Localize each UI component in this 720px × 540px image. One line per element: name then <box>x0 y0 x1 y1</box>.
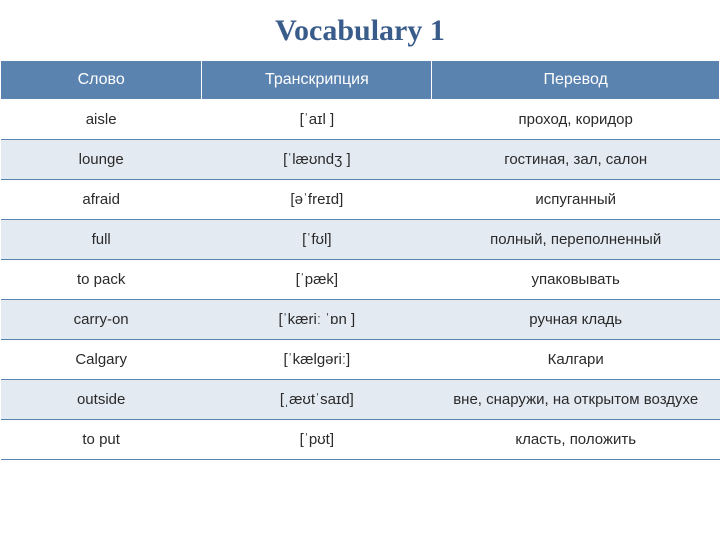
cell-translation: класть, положить <box>432 420 720 460</box>
col-header-transcription: Транскрипция <box>202 61 432 100</box>
cell-word: to pack <box>1 260 202 300</box>
col-header-word: Слово <box>1 61 202 100</box>
cell-translation: Калгари <box>432 340 720 380</box>
cell-transcription: [ˈaɪl ] <box>202 100 432 140</box>
page-title: Vocabulary 1 <box>0 0 720 60</box>
table-row: outside [ˌæʊtˈsaɪd] вне, снаружи, на отк… <box>1 380 720 420</box>
table-row: full [ˈfʊl] полный, переполненный <box>1 220 720 260</box>
cell-word: afraid <box>1 180 202 220</box>
cell-word: carry-on <box>1 300 202 340</box>
vocabulary-table: Слово Транскрипция Перевод aisle [ˈaɪl ]… <box>0 60 720 460</box>
cell-translation: вне, снаружи, на открытом воздухе <box>432 380 720 420</box>
cell-transcription: [ˈlæʊndʒ ] <box>202 140 432 180</box>
table-row: carry-on [ˈkæriː ˈɒn ] ручная кладь <box>1 300 720 340</box>
cell-word: outside <box>1 380 202 420</box>
table-row: Calgary [ˈkælɡəriː] Калгари <box>1 340 720 380</box>
cell-translation: ручная кладь <box>432 300 720 340</box>
cell-transcription: [əˈfreɪd] <box>202 180 432 220</box>
col-header-translation: Перевод <box>432 61 720 100</box>
cell-transcription: [ˌæʊtˈsaɪd] <box>202 380 432 420</box>
table-row: to put [ˈpʊt] класть, положить <box>1 420 720 460</box>
cell-translation: гостиная, зал, салон <box>432 140 720 180</box>
cell-transcription: [ˈkæriː ˈɒn ] <box>202 300 432 340</box>
cell-transcription: [ˈpʊt] <box>202 420 432 460</box>
cell-word: full <box>1 220 202 260</box>
cell-translation: испуганный <box>432 180 720 220</box>
cell-transcription: [ˈfʊl] <box>202 220 432 260</box>
table-body: aisle [ˈaɪl ] проход, коридор lounge [ˈl… <box>1 100 720 460</box>
cell-word: lounge <box>1 140 202 180</box>
cell-word: to put <box>1 420 202 460</box>
table-row: afraid [əˈfreɪd] испуганный <box>1 180 720 220</box>
cell-translation: упаковывать <box>432 260 720 300</box>
cell-word: aisle <box>1 100 202 140</box>
cell-word: Calgary <box>1 340 202 380</box>
cell-transcription: [ˈpæk] <box>202 260 432 300</box>
table-header-row: Слово Транскрипция Перевод <box>1 61 720 100</box>
cell-translation: полный, переполненный <box>432 220 720 260</box>
table-row: aisle [ˈaɪl ] проход, коридор <box>1 100 720 140</box>
cell-transcription: [ˈkælɡəriː] <box>202 340 432 380</box>
table-row: to pack [ˈpæk] упаковывать <box>1 260 720 300</box>
table-row: lounge [ˈlæʊndʒ ] гостиная, зал, салон <box>1 140 720 180</box>
cell-translation: проход, коридор <box>432 100 720 140</box>
